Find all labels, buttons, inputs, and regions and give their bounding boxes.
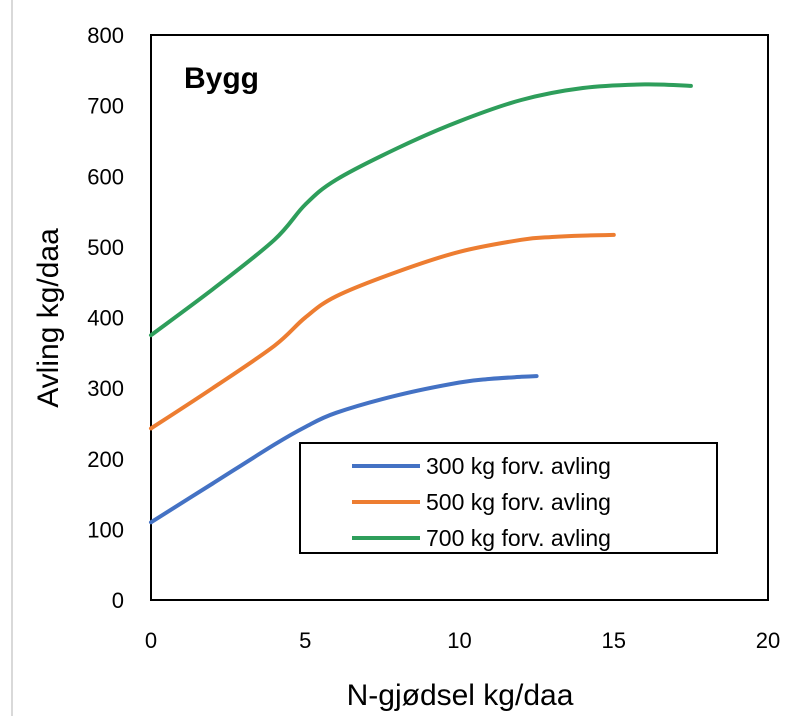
x-tick-label: 5: [299, 628, 311, 653]
y-tick-label: 700: [87, 94, 124, 119]
y-tick-label: 400: [87, 306, 124, 331]
legend-label-3: 700 kg forv. avling: [426, 525, 611, 551]
y-tick-label: 0: [112, 588, 124, 613]
legend-label-1: 300 kg forv. avling: [426, 453, 611, 479]
y-tick-label: 800: [87, 23, 124, 48]
x-tick-label: 15: [602, 628, 626, 653]
legend-label-2: 500 kg forv. avling: [426, 489, 611, 515]
x-tick-label: 20: [756, 628, 780, 653]
x-tick-label: 10: [447, 628, 471, 653]
y-tick-label: 500: [87, 235, 124, 260]
y-tick-label: 200: [87, 447, 124, 472]
y-axis-title: Avling kg/daa: [32, 228, 65, 408]
y-tick-label: 100: [87, 517, 124, 542]
y-tick-label: 300: [87, 376, 124, 401]
x-tick-label: 0: [145, 628, 157, 653]
series-lines: [149, 82, 693, 525]
legend: 300 kg forv. avling 500 kg forv. avling 70…: [299, 442, 718, 554]
series-line-2: [149, 232, 616, 431]
series-line-3: [149, 82, 693, 338]
x-tick-labels: 0 5 10 15 20: [145, 628, 780, 653]
series-line-1: [149, 374, 539, 525]
y-tick-label: 600: [87, 164, 124, 189]
plot-area: [150, 34, 769, 601]
legend-items: 300 kg forv. avling 500 kg forv. avling 70…: [352, 453, 611, 551]
x-axis-title: N-gjødsel kg/daa: [347, 679, 574, 712]
legend-box: [299, 442, 718, 554]
chart-title: Bygg: [184, 62, 259, 95]
y-tick-labels: 0 100 200 300 400 500 600 700 800: [87, 23, 124, 613]
